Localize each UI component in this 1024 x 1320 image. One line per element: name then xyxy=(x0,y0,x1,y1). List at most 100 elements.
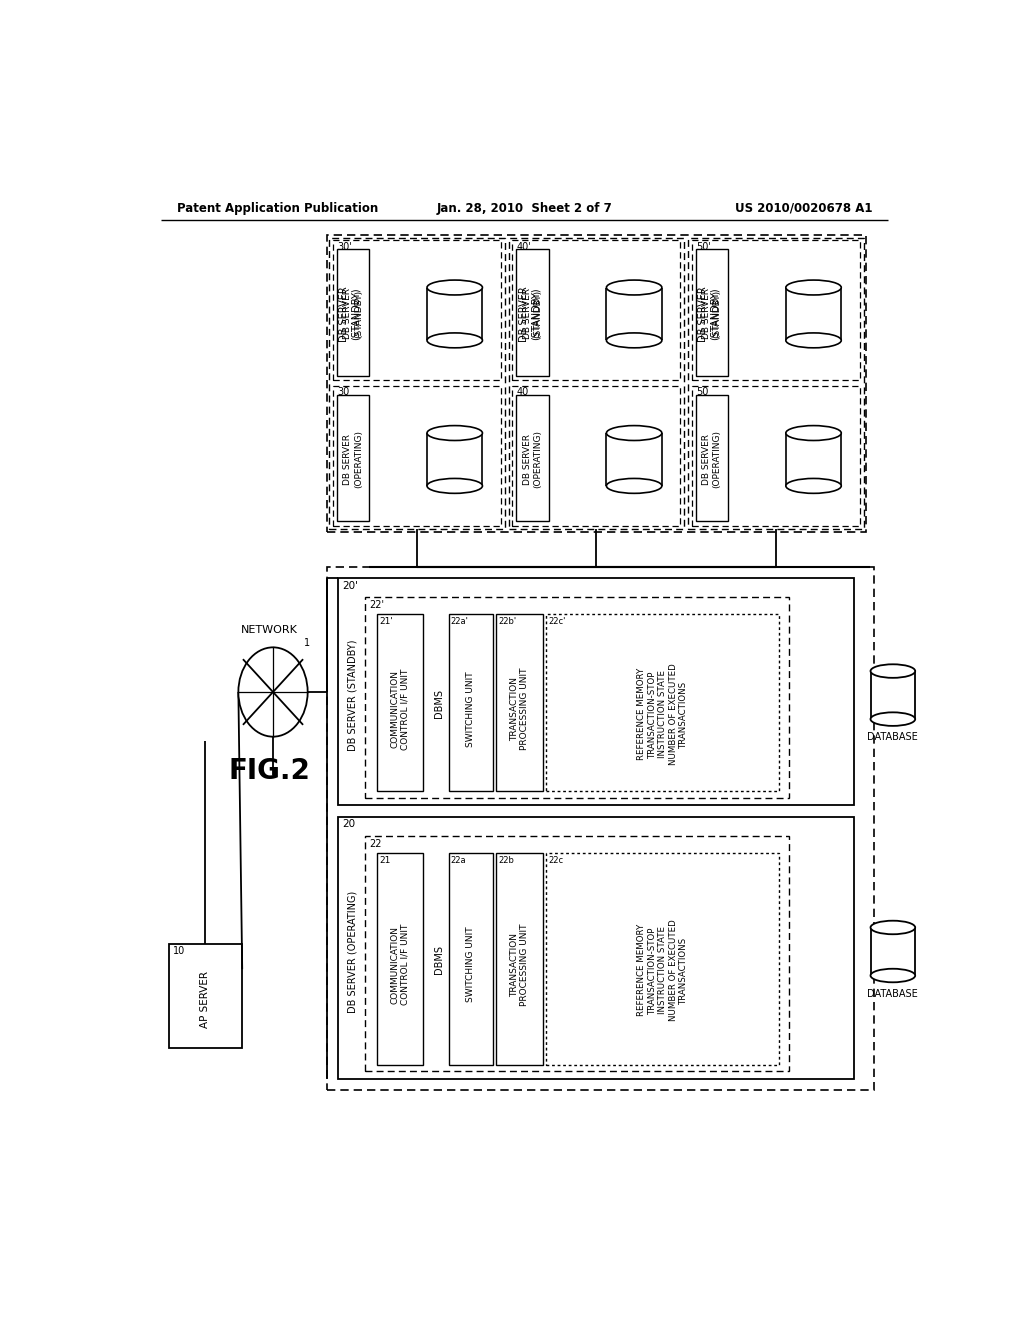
Text: 30: 30 xyxy=(337,388,349,397)
Bar xyxy=(688,238,863,529)
Bar xyxy=(366,597,788,797)
Ellipse shape xyxy=(785,333,842,348)
Text: 22c': 22c' xyxy=(549,618,566,627)
Text: DB SERVER
(STANDBY): DB SERVER (STANDBY) xyxy=(698,286,720,342)
Text: 22: 22 xyxy=(370,838,382,849)
Text: DATABASE: DATABASE xyxy=(867,733,919,742)
Text: NETWORK: NETWORK xyxy=(241,626,298,635)
Text: REFERENCE MEMORY
TRANSACTION-STOP
INSTRUCTION STATE
NUMBER OF EXECUTED
TRANSACTI: REFERENCE MEMORY TRANSACTION-STOP INSTRU… xyxy=(637,664,688,766)
Bar xyxy=(339,817,854,1078)
Text: DBMS: DBMS xyxy=(433,945,443,974)
Ellipse shape xyxy=(427,333,482,348)
Bar xyxy=(512,240,680,380)
Bar xyxy=(337,249,370,376)
Text: 50': 50' xyxy=(695,242,711,252)
Text: 20: 20 xyxy=(342,820,355,829)
Text: 21: 21 xyxy=(379,857,390,865)
Bar xyxy=(512,385,680,525)
Bar xyxy=(547,853,779,1065)
Ellipse shape xyxy=(427,425,482,441)
Text: COMMUNICATION
CONTROL I/F UNIT: COMMUNICATION CONTROL I/F UNIT xyxy=(390,668,410,750)
Ellipse shape xyxy=(606,425,662,441)
Text: AP SERVER: AP SERVER xyxy=(201,970,210,1028)
Text: DB SERVER
(STANDBY): DB SERVER (STANDBY) xyxy=(702,289,722,339)
Text: DB SERVER
(OPERATING): DB SERVER (OPERATING) xyxy=(343,430,362,488)
Ellipse shape xyxy=(870,664,915,678)
Bar xyxy=(427,433,482,486)
Text: 40': 40' xyxy=(516,242,531,252)
Bar xyxy=(449,853,494,1065)
Text: 21': 21' xyxy=(379,618,393,627)
Text: 40: 40 xyxy=(516,388,528,397)
Bar xyxy=(516,249,549,376)
Bar xyxy=(497,853,543,1065)
Bar xyxy=(337,395,370,521)
Bar xyxy=(366,836,788,1071)
Text: 22a: 22a xyxy=(451,857,467,865)
Text: DB SERVER (OPERATING): DB SERVER (OPERATING) xyxy=(347,891,357,1012)
Bar xyxy=(695,395,728,521)
Text: DB SERVER
(STANDBY): DB SERVER (STANDBY) xyxy=(339,286,360,342)
Text: US 2010/0020678 A1: US 2010/0020678 A1 xyxy=(735,202,872,215)
Text: 22a': 22a' xyxy=(451,618,469,627)
Bar xyxy=(785,433,842,486)
Ellipse shape xyxy=(606,280,662,294)
Text: 1: 1 xyxy=(304,639,310,648)
Bar xyxy=(692,385,860,525)
Bar xyxy=(870,671,915,719)
Text: SWITCHING UNIT: SWITCHING UNIT xyxy=(466,671,475,747)
Bar xyxy=(330,238,505,529)
Ellipse shape xyxy=(606,333,662,348)
Text: TRANSACTION
PROCESSING UNIT: TRANSACTION PROCESSING UNIT xyxy=(510,668,529,750)
Text: DATABASE: DATABASE xyxy=(867,989,919,999)
Bar xyxy=(377,614,423,792)
Text: DB SERVER
(OPERATING): DB SERVER (OPERATING) xyxy=(702,430,722,488)
Ellipse shape xyxy=(870,969,915,982)
Bar xyxy=(870,928,915,975)
Text: COMMUNICATION
CONTROL I/F UNIT: COMMUNICATION CONTROL I/F UNIT xyxy=(390,924,410,1006)
Text: 22b: 22b xyxy=(499,857,514,865)
Bar xyxy=(449,614,494,792)
Text: Jan. 28, 2010  Sheet 2 of 7: Jan. 28, 2010 Sheet 2 of 7 xyxy=(437,202,612,215)
Text: DB SERVER
(STANDBY): DB SERVER (STANDBY) xyxy=(343,289,362,339)
Text: DB SERVER
(STANDBY): DB SERVER (STANDBY) xyxy=(518,286,541,342)
Bar xyxy=(606,433,662,486)
Text: 20': 20' xyxy=(342,581,358,591)
Text: TRANSACTION
PROCESSING UNIT: TRANSACTION PROCESSING UNIT xyxy=(510,924,529,1006)
Bar xyxy=(509,238,684,529)
Ellipse shape xyxy=(427,478,482,494)
Bar xyxy=(339,578,854,805)
Ellipse shape xyxy=(606,478,662,494)
Text: 50: 50 xyxy=(695,388,709,397)
Ellipse shape xyxy=(785,280,842,294)
Ellipse shape xyxy=(870,713,915,726)
Text: REFERENCE MEMORY
TRANSACTION-STOP
INSTRUCTION STATE
NUMBER OF EXECUTED
TRANSACTI: REFERENCE MEMORY TRANSACTION-STOP INSTRU… xyxy=(637,919,688,1020)
Text: 22b': 22b' xyxy=(499,618,517,627)
Bar xyxy=(327,566,873,1090)
Ellipse shape xyxy=(785,425,842,441)
Bar xyxy=(547,614,779,792)
Bar xyxy=(606,288,662,341)
Ellipse shape xyxy=(239,647,307,737)
Text: Patent Application Publication: Patent Application Publication xyxy=(177,202,378,215)
Bar xyxy=(497,614,543,792)
Bar xyxy=(327,235,866,532)
Ellipse shape xyxy=(870,921,915,935)
Bar xyxy=(692,240,860,380)
Text: DBMS: DBMS xyxy=(433,689,443,718)
Bar xyxy=(785,288,842,341)
Text: DB SERVER (STANDBY): DB SERVER (STANDBY) xyxy=(347,639,357,751)
Text: FIG.2: FIG.2 xyxy=(228,758,310,785)
Text: DB SERVER
(STANDBY): DB SERVER (STANDBY) xyxy=(523,289,542,339)
Bar xyxy=(377,853,423,1065)
Bar xyxy=(333,385,501,525)
Text: 10: 10 xyxy=(173,946,185,957)
Ellipse shape xyxy=(785,478,842,494)
Text: 22': 22' xyxy=(370,601,384,610)
Bar xyxy=(427,288,482,341)
Text: 22c: 22c xyxy=(549,857,564,865)
Text: 30': 30' xyxy=(337,242,351,252)
Bar xyxy=(516,395,549,521)
Text: SWITCHING UNIT: SWITCHING UNIT xyxy=(466,927,475,1002)
Text: DB SERVER
(OPERATING): DB SERVER (OPERATING) xyxy=(523,430,542,488)
